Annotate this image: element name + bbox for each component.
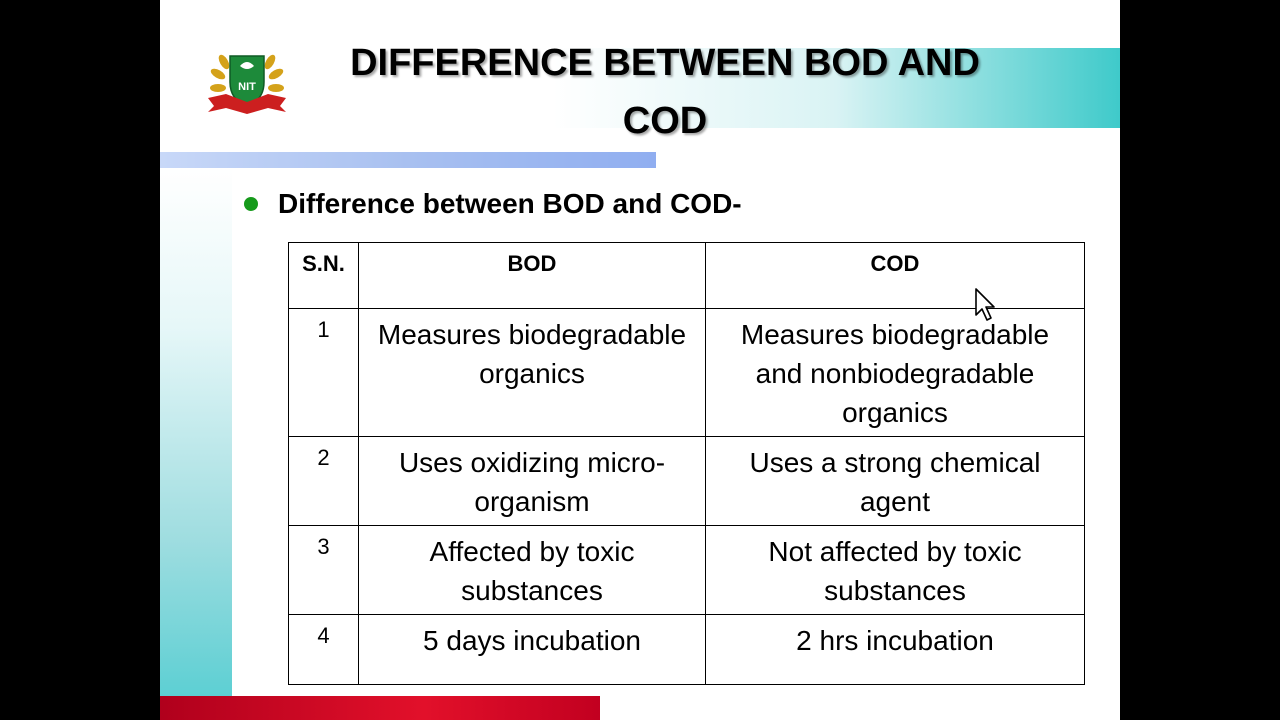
cell-bod: Affected by toxic substances xyxy=(358,525,706,615)
left-decor-strip xyxy=(160,168,232,698)
table-header-row: S.N. BOD COD xyxy=(288,242,1085,309)
table-row: 4 5 days incubation 2 hrs incubation xyxy=(288,614,1085,685)
header-sn: S.N. xyxy=(288,242,359,309)
cell-sn: 4 xyxy=(288,614,359,685)
slide: NIT DIFFERENCE BETWEEN BOD AND COD Diffe… xyxy=(160,0,1120,720)
cell-sn: 1 xyxy=(288,308,359,437)
bullet-dot-icon xyxy=(244,197,258,211)
cell-cod: Uses a strong chemical agent xyxy=(705,436,1085,526)
nit-logo-icon: NIT xyxy=(208,54,286,114)
bullet-text: Difference between BOD and COD- xyxy=(278,188,742,219)
red-decor-bar xyxy=(160,696,600,720)
cell-bod: 5 days incubation xyxy=(358,614,706,685)
header-bod: BOD xyxy=(358,242,706,309)
bullet-item: Difference between BOD and COD- xyxy=(244,184,742,224)
title-decor-strip xyxy=(310,48,1120,128)
mouse-cursor-icon xyxy=(975,288,995,321)
cell-sn: 2 xyxy=(288,436,359,526)
table-row: 1 Measures biodegradable organics Measur… xyxy=(288,308,1085,437)
cell-sn: 3 xyxy=(288,525,359,615)
blue-decor-bar xyxy=(160,152,656,168)
cell-cod: Not affected by toxic substances xyxy=(705,525,1085,615)
comparison-table: S.N. BOD COD 1 Measures biodegradable or… xyxy=(288,242,1085,685)
cell-cod: 2 hrs incubation xyxy=(705,614,1085,685)
table-row: 2 Uses oxidizing micro-organism Uses a s… xyxy=(288,436,1085,526)
cell-bod: Uses oxidizing micro-organism xyxy=(358,436,706,526)
header-cod: COD xyxy=(705,242,1085,309)
cell-cod: Measures biodegradable and nonbiodegrada… xyxy=(705,308,1085,437)
cell-bod: Measures biodegradable organics xyxy=(358,308,706,437)
svg-text:NIT: NIT xyxy=(238,81,256,93)
slide-title: DIFFERENCE BETWEEN BOD AND COD xyxy=(350,42,980,142)
table-row: 3 Affected by toxic substances Not affec… xyxy=(288,525,1085,615)
